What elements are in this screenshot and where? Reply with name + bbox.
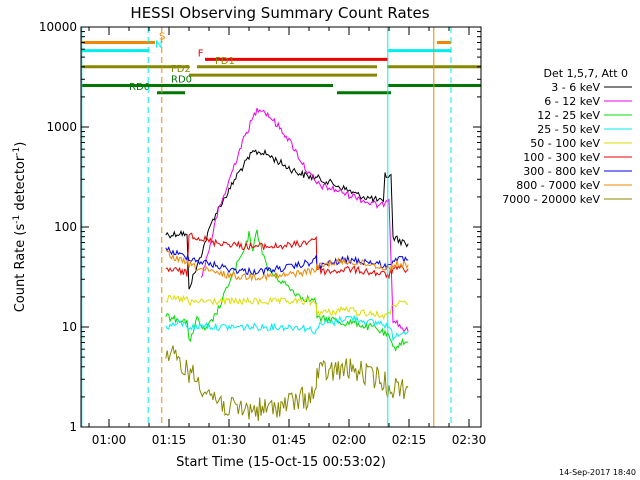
series-line-8: [165, 345, 409, 422]
legend-entry-label: 7000 - 20000 keV: [502, 193, 600, 206]
legend-title: Det 1,5,7, Att 0: [544, 67, 628, 80]
legend-entry-label: 25 - 50 keV: [537, 123, 600, 136]
chart-title: HESSI Observing Summary Count Rates: [130, 4, 429, 22]
y-tick-label: 10: [62, 320, 77, 334]
x-tick-label: 02:00: [332, 433, 367, 447]
y-tick-label: 10000: [39, 20, 77, 34]
series-line-7: [165, 249, 409, 282]
legend-entry-label: 50 - 100 keV: [530, 137, 600, 150]
series-line-3: [165, 315, 409, 342]
flag-label-fd1: FD1: [215, 56, 235, 67]
y-tick-label: 100: [54, 220, 77, 234]
series-line-2: [165, 229, 409, 352]
flag-label-rd6: RD6: [129, 82, 150, 93]
y-axis-label-main: Count Rate (s: [13, 224, 28, 313]
axes: 01:00 01:15 01:30 01:45 02:00 02:15 02:30 1 10 10…: [39, 20, 486, 447]
flag-label-s: S: [159, 31, 165, 42]
flag-label-fd2: FD2: [171, 64, 191, 75]
y-axis-label-end: ): [13, 142, 28, 147]
legend-entry-label: 800 - 7000 keV: [516, 179, 600, 192]
y-axis-label-sup1: -1: [12, 215, 22, 224]
legend-entry-label: 6 - 12 keV: [544, 95, 600, 108]
x-axis-label: Start Time (15-Oct-15 00:53:02): [176, 455, 386, 470]
flag-label-f: F: [198, 48, 204, 59]
y-axis-label-sup2: -1: [12, 147, 22, 156]
x-tick-label: 01:45: [272, 433, 307, 447]
x-tick-label: 02:30: [452, 433, 487, 447]
legend-entry-label: 100 - 300 keV: [523, 151, 600, 164]
legend-entry-label: 300 - 800 keV: [523, 165, 600, 178]
series-line-4: [165, 294, 409, 321]
legend-entry-label: 3 - 6 keV: [551, 81, 600, 94]
data-series: [165, 107, 409, 422]
flag-label-rd0: RD0: [171, 75, 192, 86]
timestamp: 14-Sep-2017 18:40: [559, 468, 636, 477]
series-line-0: [165, 148, 409, 290]
x-tick-label: 01:30: [212, 433, 247, 447]
series-line-5: [165, 232, 409, 280]
x-tick-label: 01:00: [92, 433, 127, 447]
y-axis-label-mid: detector: [13, 155, 28, 215]
x-tick-label: 01:15: [152, 433, 187, 447]
y-tick-label: 1: [69, 420, 77, 434]
legend-entry-label: 12 - 25 keV: [537, 109, 600, 122]
y-axis-label: Count Rate (s-1 detector-1): [12, 142, 28, 313]
series-line-1: [200, 107, 409, 333]
y-tick-label: 1000: [46, 120, 77, 134]
flag-label-n: N: [155, 40, 162, 51]
x-tick-label: 02:15: [392, 433, 427, 447]
series-line-6: [165, 246, 409, 277]
